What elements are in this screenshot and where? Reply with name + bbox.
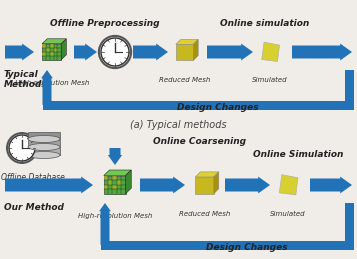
Polygon shape bbox=[99, 203, 111, 245]
Polygon shape bbox=[176, 44, 193, 60]
Polygon shape bbox=[104, 170, 131, 176]
Ellipse shape bbox=[28, 143, 60, 150]
Polygon shape bbox=[262, 42, 280, 61]
Polygon shape bbox=[207, 44, 253, 60]
Polygon shape bbox=[5, 177, 93, 193]
Polygon shape bbox=[310, 177, 352, 193]
Text: Design Changes: Design Changes bbox=[206, 243, 288, 252]
Polygon shape bbox=[104, 176, 108, 180]
Text: Our Method: Our Method bbox=[4, 203, 64, 212]
Ellipse shape bbox=[28, 135, 60, 142]
Text: Simulated: Simulated bbox=[252, 77, 288, 83]
Text: Simulated: Simulated bbox=[270, 211, 306, 217]
Text: Offline Preprocessing: Offline Preprocessing bbox=[50, 19, 160, 28]
Polygon shape bbox=[214, 172, 219, 194]
Polygon shape bbox=[345, 203, 353, 245]
Polygon shape bbox=[28, 140, 60, 147]
Polygon shape bbox=[225, 177, 270, 193]
Polygon shape bbox=[108, 180, 112, 185]
Polygon shape bbox=[5, 44, 34, 60]
Polygon shape bbox=[50, 44, 54, 48]
Text: Offline Database
Construction: Offline Database Construction bbox=[1, 173, 65, 192]
Polygon shape bbox=[292, 44, 352, 60]
Polygon shape bbox=[195, 177, 214, 194]
Text: Online simulation: Online simulation bbox=[220, 19, 310, 28]
Polygon shape bbox=[42, 39, 66, 44]
Polygon shape bbox=[42, 44, 61, 60]
Text: High-resolution Mesh: High-resolution Mesh bbox=[15, 80, 89, 86]
Polygon shape bbox=[176, 39, 198, 44]
Polygon shape bbox=[193, 39, 198, 60]
Polygon shape bbox=[54, 48, 57, 52]
Polygon shape bbox=[41, 70, 53, 105]
Polygon shape bbox=[140, 177, 185, 193]
Polygon shape bbox=[104, 185, 108, 189]
Polygon shape bbox=[101, 241, 353, 249]
Text: (a) Typical methods: (a) Typical methods bbox=[130, 120, 227, 130]
Polygon shape bbox=[279, 175, 298, 195]
Text: Reduced Mesh: Reduced Mesh bbox=[159, 77, 211, 83]
Polygon shape bbox=[50, 52, 54, 56]
Polygon shape bbox=[28, 132, 60, 139]
Polygon shape bbox=[42, 100, 353, 110]
Text: High-resolution Mesh: High-resolution Mesh bbox=[78, 213, 152, 219]
Polygon shape bbox=[108, 148, 122, 165]
Polygon shape bbox=[46, 48, 50, 52]
Text: Online Simulation: Online Simulation bbox=[253, 150, 343, 159]
Polygon shape bbox=[74, 44, 97, 60]
Polygon shape bbox=[112, 176, 117, 180]
Polygon shape bbox=[112, 185, 117, 189]
Text: Typical
Methods: Typical Methods bbox=[4, 70, 48, 89]
Polygon shape bbox=[195, 172, 219, 177]
Polygon shape bbox=[126, 170, 131, 194]
Polygon shape bbox=[133, 44, 168, 60]
Polygon shape bbox=[42, 44, 46, 48]
Circle shape bbox=[9, 135, 35, 161]
Text: Design Changes: Design Changes bbox=[177, 103, 259, 112]
Ellipse shape bbox=[28, 152, 60, 159]
Circle shape bbox=[101, 38, 129, 66]
Text: Reduced Mesh: Reduced Mesh bbox=[179, 211, 231, 217]
Polygon shape bbox=[61, 39, 66, 60]
Polygon shape bbox=[28, 148, 60, 155]
Polygon shape bbox=[345, 70, 353, 105]
Text: Online Coarsening: Online Coarsening bbox=[154, 137, 247, 146]
Polygon shape bbox=[117, 180, 121, 185]
Polygon shape bbox=[104, 176, 126, 194]
Polygon shape bbox=[42, 52, 46, 56]
